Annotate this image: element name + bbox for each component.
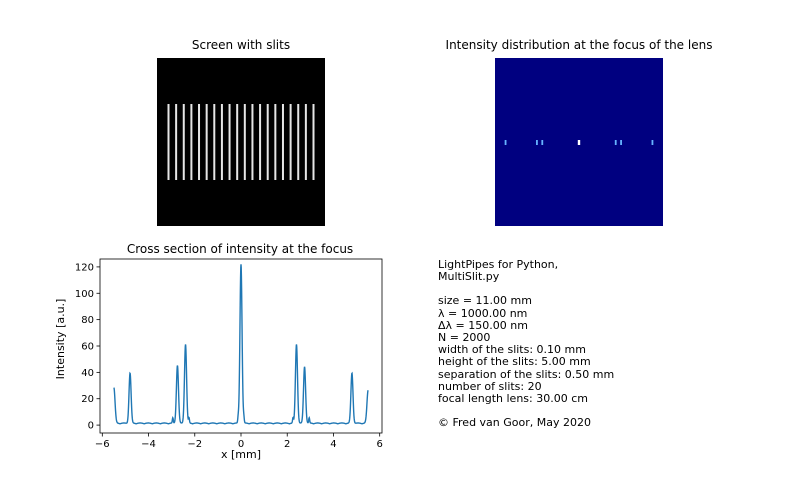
y-tick-label: 100 [75,289,94,300]
parameter-line: MultiSlit.py [438,270,500,284]
slit [274,104,277,180]
slit [266,104,269,180]
slit [304,104,307,180]
x-tick-label: 4 [330,439,336,450]
y-tick-label: 40 [81,368,94,379]
parameter-line: size = 11.00 mm [438,294,532,308]
slit [236,104,239,180]
parameter-line: © Fred van Goor, May 2020 [438,416,592,430]
slit [243,104,246,180]
y-tick-label: 20 [81,394,94,405]
focus-spot [541,140,544,145]
parameter-line: focal length lens: 30.00 cm [438,392,588,406]
focus-spot [651,140,654,145]
x-tick-label: −4 [141,439,156,450]
x-tick-label: 0 [238,439,244,450]
parameter-line: height of the slits: 5.00 mm [438,355,591,369]
slit [259,104,262,180]
x-tick-label: 2 [284,439,290,450]
slit [198,104,201,180]
parameter-line: number of slits: 20 [438,379,542,393]
slit [167,104,170,180]
parameter-line: λ = 1000.00 nm [438,306,528,320]
y-tick-label: 0 [88,421,94,432]
slit [213,104,216,180]
y-tick-label: 80 [81,315,94,326]
x-tick-label: −2 [187,439,202,450]
focus-spot [504,140,507,145]
slit [251,104,254,180]
parameter-line: LightPipes for Python, [438,258,559,271]
parameters-text: LightPipes for Python, MultiSlit.py size =… [438,258,615,430]
chart-title: Cross section of intensity at the focus [127,242,353,256]
x-tick-label: 6 [377,439,383,450]
y-axis-label: Intensity [a.u.] [54,299,67,380]
focus-spot [577,140,581,145]
cross-section-chart: Cross section of intensity at the focus … [54,242,383,461]
focus-spot [536,140,538,145]
slit [289,104,292,180]
slit [312,104,315,180]
parameter-line: N = 2000 [438,331,491,345]
slit [220,104,223,180]
focus-spot [614,140,617,145]
parameter-line: Δλ = 150.00 nm [438,318,528,332]
y-tick-label: 120 [75,262,94,273]
slit [175,104,178,180]
intensity-line [113,264,369,425]
slit [228,104,231,180]
slit [190,104,193,180]
slits-title: Screen with slits [191,38,291,52]
parameter-line: separation of the slits: 0.50 mm [438,367,615,381]
slit [182,104,185,180]
focus-title: Intensity distribution at the focus of t… [445,38,713,52]
parameter-line: width of the slits: 0.10 mm [438,343,586,357]
focus-spot [620,140,622,145]
slit [205,104,208,180]
focus-image [495,58,663,226]
slits-image [157,58,325,226]
x-tick-label: −6 [95,439,110,450]
x-axis-label: x [mm] [221,448,261,461]
slit [297,104,300,180]
slit [281,104,284,180]
y-tick-label: 60 [81,342,94,353]
